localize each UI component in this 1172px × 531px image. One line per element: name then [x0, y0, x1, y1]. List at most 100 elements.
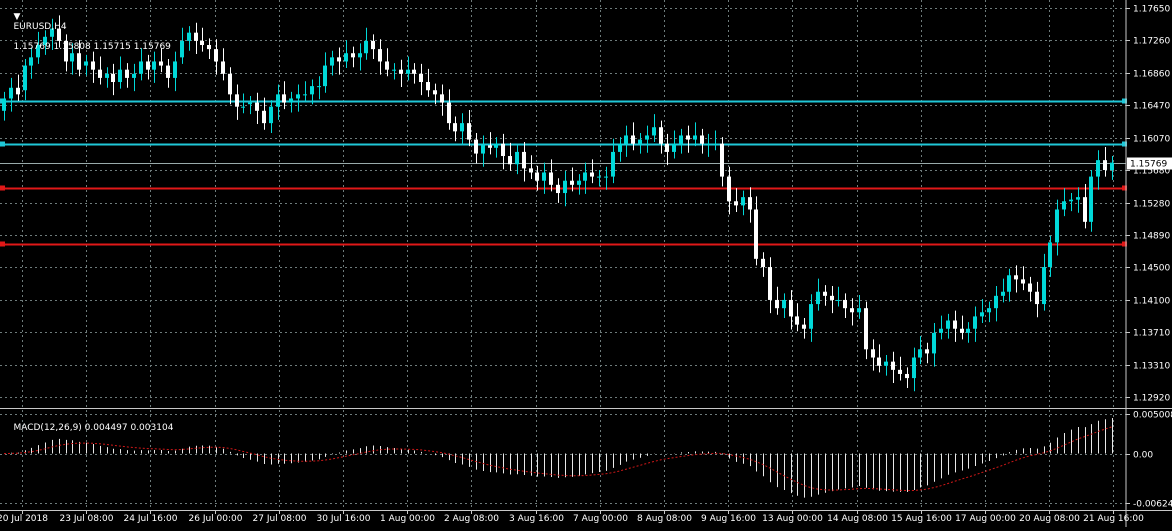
macd-histogram: [3, 417, 1113, 498]
candle-body: [836, 299, 840, 301]
candle-body: [939, 328, 943, 333]
candle-body: [802, 324, 806, 329]
triangle-down-icon[interactable]: ▼: [13, 12, 21, 22]
candle-body: [125, 69, 129, 78]
candle-body: [898, 369, 902, 374]
candle-body: [960, 328, 964, 333]
candle-body: [139, 61, 143, 74]
x-tick-label: 7 Aug 00:00: [573, 514, 628, 524]
x-tick-label: 21 Aug 16:00: [1083, 514, 1144, 524]
chart-header: ▼ EURUSD,H4 1.15769 1.15808 1.15715 1.15…: [2, 2, 170, 62]
candle-body: [440, 94, 444, 103]
y-tick-label: 1.14100: [1133, 297, 1170, 307]
candle-body: [529, 168, 533, 173]
candle-body: [453, 123, 457, 132]
candle-body: [57, 28, 61, 41]
candle-body: [754, 209, 758, 259]
y-tick-label: 1.16470: [1133, 102, 1170, 112]
candle-body: [1007, 275, 1011, 292]
candle-body: [310, 86, 314, 95]
candle-body: [337, 57, 341, 62]
candle-body: [180, 40, 184, 58]
candle-body: [768, 267, 772, 300]
x-tick-label: 20 Jul 2018: [0, 514, 48, 524]
candle-body: [686, 135, 690, 140]
candle-body: [289, 98, 293, 103]
candle-body: [652, 127, 656, 136]
hline-handle: [1122, 185, 1127, 191]
candle-body: [980, 312, 984, 317]
candle-body: [98, 69, 102, 78]
candle-body: [159, 61, 163, 66]
candle-body: [775, 299, 779, 309]
candle-body: [515, 151, 519, 165]
candle-body: [1076, 197, 1080, 200]
candle-body: [994, 295, 998, 309]
candle-body: [823, 291, 827, 296]
y-tick-label: 1.14500: [1133, 264, 1170, 274]
candle-body: [385, 61, 389, 70]
macd-tick-label: 0.005008: [1133, 411, 1172, 421]
candle-body: [850, 308, 854, 313]
candle-body: [194, 32, 198, 41]
candle-body: [734, 201, 738, 206]
macd-tick-label: -0.006248: [1133, 500, 1172, 510]
candle-body: [946, 320, 950, 329]
candle-body: [43, 36, 47, 46]
x-tick-label: 26 Jul 00:00: [189, 514, 243, 524]
candle-body: [549, 172, 553, 185]
candle-body: [556, 184, 560, 194]
y-tick-label: 1.16860: [1133, 70, 1170, 80]
symbol-label: EURUSD,H4: [13, 22, 67, 32]
macd-tick-label: 0.00: [1133, 451, 1153, 461]
y-tick-label: 1.16070: [1133, 135, 1170, 145]
candle-body: [693, 135, 697, 140]
candle-body: [36, 45, 40, 58]
x-tick-label: 15 Aug 16:00: [891, 514, 952, 524]
candle-body: [1096, 160, 1100, 177]
candle-body: [276, 94, 280, 107]
candle-body: [323, 65, 327, 87]
candle-body: [146, 61, 150, 70]
hline-handle: [1122, 141, 1127, 147]
candle-body: [925, 349, 929, 354]
x-tick-label: 13 Aug 00:00: [762, 514, 823, 524]
y-tick-label: 1.15280: [1133, 200, 1170, 210]
candle-body: [467, 123, 471, 140]
candle-body: [1069, 199, 1073, 202]
candle-body: [638, 139, 642, 144]
hline-handle: [0, 241, 5, 247]
x-tick-label: 24 Jul 16:00: [124, 514, 178, 524]
candle-body: [816, 291, 820, 305]
candle-body: [700, 135, 704, 144]
candle-body: [255, 102, 259, 111]
candle-body: [830, 295, 834, 300]
candle-body: [1042, 267, 1046, 305]
macd-header: MACD(12,26,9) 0.004497 0.003104: [2, 413, 173, 443]
candle-body: [871, 349, 875, 358]
candle-body: [378, 49, 382, 62]
candle-body: [50, 28, 54, 37]
x-tick-label: 27 Jul 08:00: [253, 514, 307, 524]
x-tick-label: 14 Aug 08:00: [827, 514, 888, 524]
hline-handle: [1122, 98, 1127, 104]
candle-body: [720, 143, 724, 177]
candle-body: [16, 87, 20, 95]
candle-body: [84, 61, 88, 66]
candle-body: [296, 94, 300, 99]
x-tick-label: 1 Aug 00:00: [380, 514, 435, 524]
candle-body: [1062, 201, 1066, 210]
candle-body: [200, 40, 204, 46]
candle-body: [795, 316, 799, 325]
candle-body: [269, 106, 273, 124]
candle-body: [1083, 197, 1087, 222]
candle-body: [563, 180, 567, 194]
candle-body: [1103, 160, 1107, 171]
candle-body: [91, 61, 95, 70]
candle-body: [570, 180, 574, 185]
candle-body: [317, 86, 321, 88]
candle-body: [433, 90, 437, 95]
candle-body: [9, 87, 13, 99]
